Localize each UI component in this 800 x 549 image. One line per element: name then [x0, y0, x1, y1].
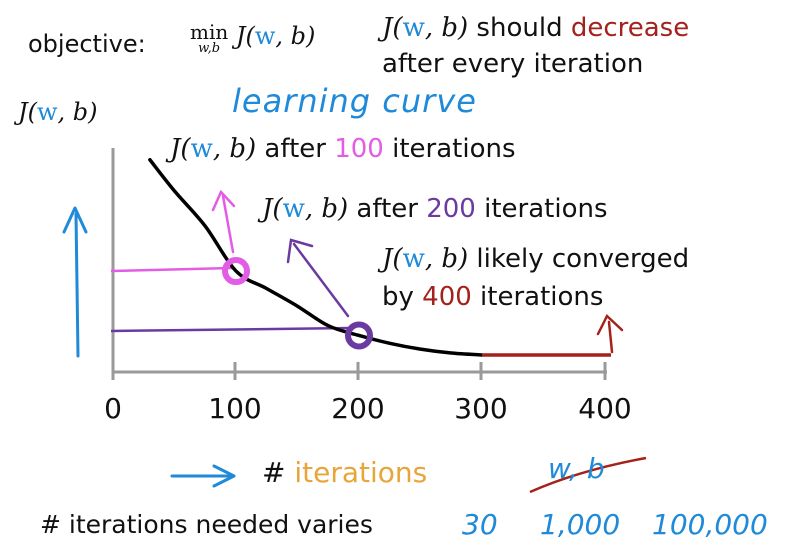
decrease-b: , b) [424, 13, 469, 43]
decrease-word: decrease [570, 13, 690, 43]
ann400-num: 400 [422, 282, 472, 312]
ann100-func: J( [170, 134, 191, 164]
varies-value-100000: 100,000 [652, 508, 768, 541]
pink-arrow [211, 189, 236, 254]
x-axis-label: # iterations [262, 456, 427, 489]
y-b: , b) [57, 98, 98, 126]
annotation-200: J(w, b) after 200 iterations [262, 194, 608, 224]
ann200-pre: after [348, 194, 427, 224]
learning-curve-title: learning curve [232, 82, 477, 120]
red-arrow [596, 313, 624, 354]
min-subscript: w,b [198, 41, 221, 56]
objective-expression: min w,b J(w, b) [190, 22, 315, 55]
blue-up-arrow [62, 206, 88, 358]
purple-arrow [286, 238, 350, 318]
purple-trace [110, 326, 353, 333]
ann400-func: J( [382, 244, 403, 274]
x-label-hash: # [262, 456, 295, 489]
ann100-b: , b) [212, 134, 257, 164]
marker-200-iterations [345, 321, 373, 350]
objective-func: J( [235, 22, 255, 50]
vector-w: w [282, 194, 305, 224]
y-axis-label: J(w, b) [18, 98, 98, 126]
decrease-note: J(w, b) should decrease after every iter… [382, 10, 689, 82]
annotation-400: J(w, b) likely converged by 400 iteratio… [382, 240, 689, 316]
x-tick-0: 0 [104, 392, 122, 425]
y-func: J( [18, 98, 37, 126]
objective-min-operator: min w,b [190, 22, 228, 55]
struck-w-b: w, b [548, 452, 605, 485]
x-tick-200: 200 [331, 392, 385, 425]
ann200-post: iterations [475, 194, 608, 224]
vector-w: w [190, 134, 213, 164]
ann200-num: 200 [426, 194, 476, 224]
x-label-word: iterations [294, 456, 428, 489]
blue-right-arrow [170, 464, 236, 488]
iterations-varies-note: # iterations needed varies [40, 510, 373, 539]
cost-curve [148, 158, 484, 357]
pink-trace [110, 266, 233, 273]
ann400-pre: by [382, 282, 423, 312]
ann200-b: , b) [304, 194, 349, 224]
x-tick-400: 400 [578, 392, 632, 425]
vector-w: w [254, 22, 276, 50]
x-tick-marks [111, 362, 607, 380]
annotation-100: J(w, b) after 100 iterations [170, 134, 516, 164]
ann100-pre: after [256, 134, 335, 164]
vector-w: w [402, 244, 425, 274]
strike-line [529, 456, 647, 494]
x-tick-100: 100 [208, 392, 262, 425]
objective-label: objective: [28, 30, 146, 58]
vector-w: w [36, 98, 58, 126]
decrease-func: J( [382, 13, 403, 43]
vector-w: w [402, 13, 425, 43]
decrease-text: should [468, 13, 571, 43]
ann100-post: iterations [383, 134, 516, 164]
objective-b: , b) [275, 22, 316, 50]
varies-value-1000: 1,000 [540, 508, 621, 541]
min-word: min [190, 20, 229, 44]
ann400-b: , b) [424, 244, 469, 274]
ann400-line1: likely converged [468, 244, 690, 274]
x-tick-300: 300 [454, 392, 508, 425]
marker-100-iterations [222, 257, 250, 286]
ann200-func: J( [262, 194, 283, 224]
decrease-line2: after every iteration [382, 49, 644, 79]
ann100-num: 100 [334, 134, 384, 164]
varies-value-30: 30 [462, 508, 498, 541]
ann400-post: iterations [471, 282, 604, 312]
